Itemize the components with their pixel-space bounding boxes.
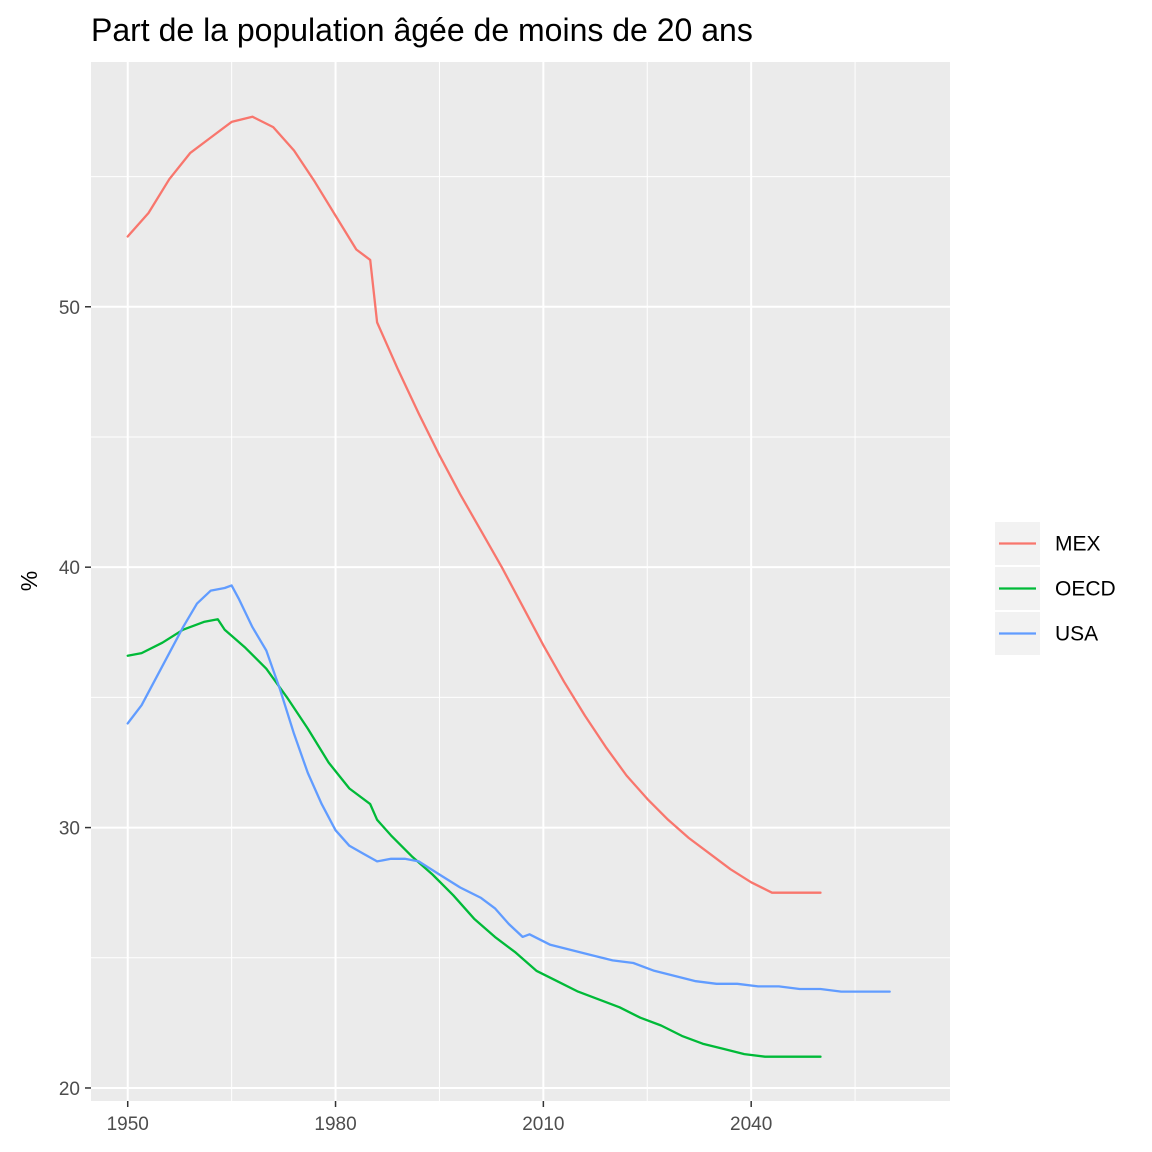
x-axis: 1950 1980 2010 2040	[107, 1101, 772, 1135]
series-lines	[126, 115, 891, 1058]
legend: MEX OECD USA	[995, 522, 1116, 655]
y-axis-title: %	[16, 571, 42, 591]
x-tick-label: 2040	[730, 1114, 772, 1135]
y-tick-label: 50	[59, 298, 80, 319]
y-axis: 20 30 40 50	[59, 298, 91, 1100]
series-line-usa	[126, 584, 891, 993]
y-tick-label: 20	[59, 1079, 80, 1100]
legend-label-usa: USA	[1055, 623, 1098, 646]
chart-title: Part de la population âgée de moins de 2…	[91, 12, 753, 48]
plot-panel	[91, 62, 950, 1101]
legend-label-mex: MEX	[1055, 533, 1101, 556]
legend-label-oecd: OECD	[1055, 578, 1116, 601]
series-line-oecd	[126, 618, 822, 1058]
major-gridlines	[91, 62, 950, 1101]
y-tick-label: 30	[59, 819, 80, 840]
x-tick-label: 1980	[314, 1114, 356, 1135]
x-tick-label: 1950	[107, 1114, 149, 1135]
y-tick-label: 40	[59, 558, 80, 579]
x-tick-label: 2010	[522, 1114, 564, 1135]
series-line-mex	[126, 115, 822, 894]
